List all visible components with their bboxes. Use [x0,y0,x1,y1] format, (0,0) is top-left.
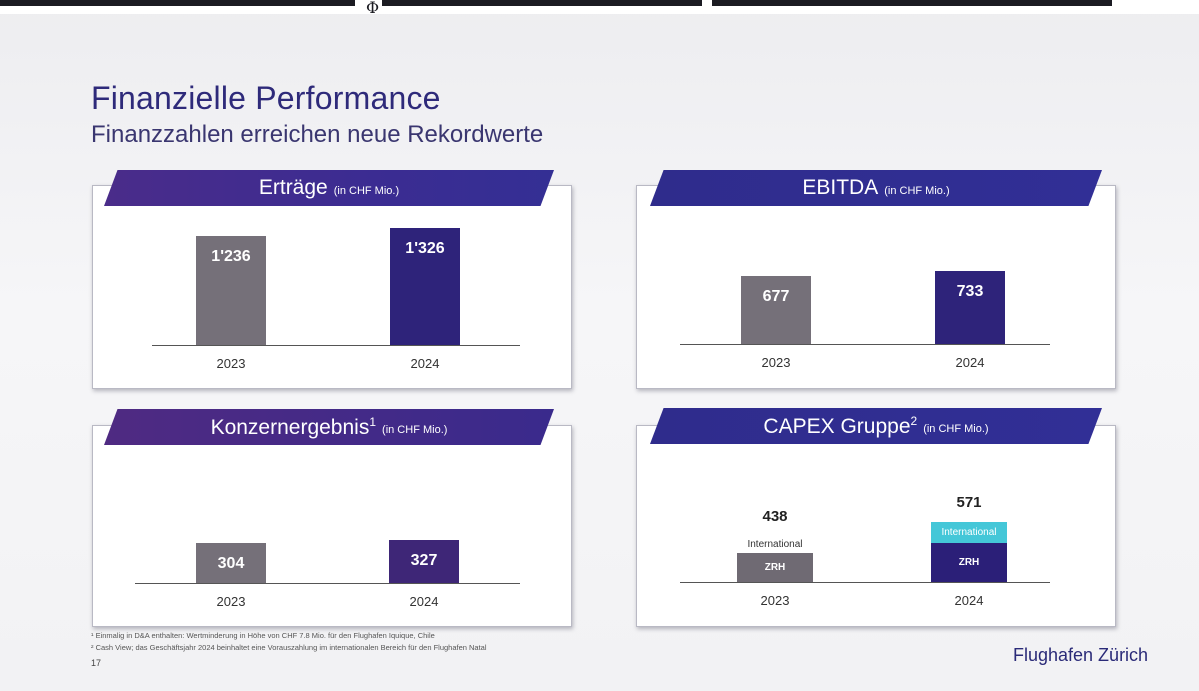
panel-capex [636,425,1116,627]
chart-unit-note: (in CHF Mio.) [382,424,448,436]
bar-value-label: 677 [762,288,790,306]
chart-title-text: Konzernergebnis [210,415,370,439]
capex-2023-zrh: ZRH [737,552,813,582]
segment-label: International [941,526,997,538]
top-strip-bar-left [0,0,355,6]
bar-value-label: 304 [217,555,245,573]
top-strip: Φ [0,0,1199,17]
banner-ertraege: Erträge (in CHF Mio.) [104,170,554,206]
chart-unit-note: (in CHF Mio.) [923,423,989,435]
x-tick-label: 2024 [954,593,984,608]
segment-label: ZRH [764,561,786,573]
chart-title: EBITDA [802,176,879,199]
banner-ebitda: EBITDA (in CHF Mio.) [650,170,1102,206]
capex-2024-zrh: ZRH [931,542,1007,582]
segment-label: ZRH [958,556,980,568]
chart-title: Erträge [258,176,328,199]
x-axis-line [135,583,520,584]
panel-ertraege [92,185,572,389]
banner-capex: CAPEX Gruppe2 (in CHF Mio.) [650,408,1102,444]
slide-title: Finanzielle Performance [91,80,441,116]
panel-ebitda [636,185,1116,389]
capex-total-2024: 571 [956,494,982,512]
capex-2024-international: International [931,522,1007,543]
x-tick-label: 2023 [216,356,246,371]
slide-subtitle: Finanzzahlen erreichen neue Rekordwerte [91,121,544,148]
bar-konzernergebnis-2024: 327 [389,540,459,583]
chart-unit-note: (in CHF Mio.) [333,185,400,197]
bar-ebitda-2024: 733 [935,270,1005,344]
bar-value-label: 1'236 [211,248,251,266]
bar-ebitda-2023: 677 [741,276,811,344]
x-tick-label: 2024 [410,356,440,371]
bar-konzernergebnis-2023: 304 [196,543,266,583]
panel-konzernergebnis [92,425,572,627]
segment-label: International [747,538,803,550]
bar-ertraege-2023: 1'236 [196,236,266,345]
chart-title: Konzernergebnis1 [211,415,376,440]
capex-2023-international: International [737,536,813,553]
x-tick-label: 2023 [760,593,790,608]
page-number: 17 [91,658,102,668]
footnote-marker: 2 [910,413,918,428]
footnote-1: ¹ Einmalig in D&A enthalten: Wertminderu… [91,631,435,640]
x-tick-label: 2023 [216,594,246,609]
brand-logo-text: Flughafen Zürich [1013,645,1149,665]
chart-unit-note: (in CHF Mio.) [884,185,950,197]
bar-ertraege-2024: 1'326 [390,228,460,345]
x-axis-line [680,582,1050,583]
chart-title: CAPEX Gruppe2 [763,414,917,439]
chart-title-text: CAPEX Gruppe [763,414,911,438]
footnote-marker: 1 [369,414,377,429]
bar-value-label: 1'326 [405,240,445,258]
x-tick-label: 2024 [955,355,985,370]
x-tick-label: 2024 [409,594,439,609]
x-axis-line [152,345,520,346]
banner-konzernergebnis: Konzernergebnis1 (in CHF Mio.) [104,409,554,445]
top-strip-bar-right [712,0,1112,6]
x-tick-label: 2023 [761,355,791,370]
footnote-2: ² Cash View; das Geschäftsjahr 2024 bein… [91,643,487,652]
top-strip-bar-middle [382,0,702,6]
capex-total-2023: 438 [762,508,788,525]
bar-value-label: 733 [956,282,984,300]
x-axis-line [680,344,1050,345]
bar-value-label: 327 [410,552,438,570]
phi-logo-icon: Φ [366,0,380,17]
